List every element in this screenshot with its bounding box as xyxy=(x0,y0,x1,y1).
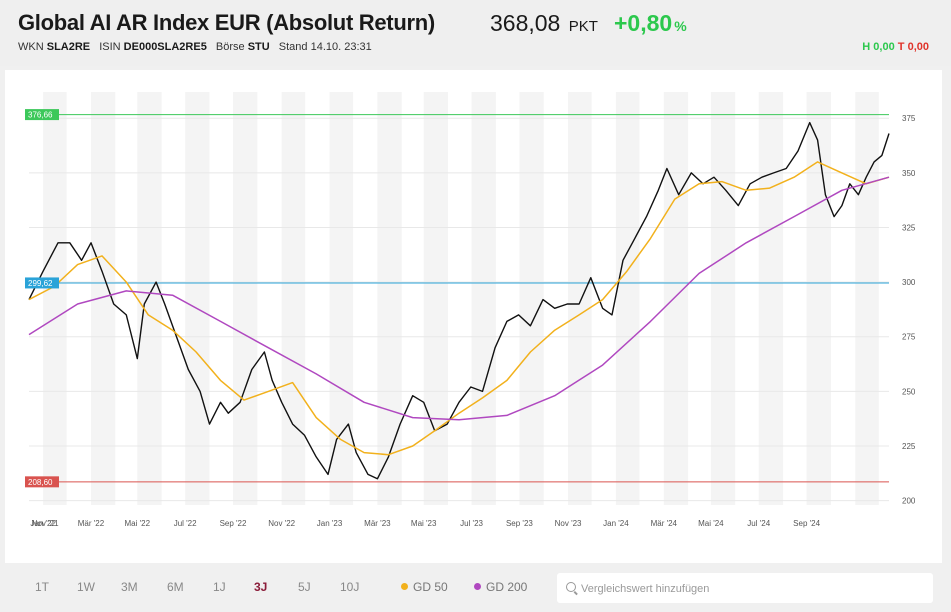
x-tick-label: Jul '24 xyxy=(747,519,770,528)
search-icon xyxy=(566,582,576,592)
grid-band xyxy=(233,92,258,505)
range-button-6m[interactable]: 6M xyxy=(167,580,184,594)
grid-band xyxy=(185,92,210,505)
grid-band xyxy=(855,92,879,505)
grid-band xyxy=(471,92,496,505)
page-title: Global AI AR Index EUR (Absolut Return) xyxy=(18,10,435,35)
y-tick-label: 300 xyxy=(902,278,916,287)
legend-label: GD 50 xyxy=(413,580,448,594)
high-value: 0,00 xyxy=(873,41,895,53)
grid-band xyxy=(710,92,736,505)
change-value: +0,80 xyxy=(614,10,673,36)
y-tick-label: 325 xyxy=(902,223,916,232)
range-button-1w[interactable]: 1W xyxy=(77,580,95,594)
x-tick-label: Mär '22 xyxy=(78,519,105,528)
x-tick-label: Sep '23 xyxy=(506,519,533,528)
wkn-label: WKN xyxy=(18,41,44,53)
price-chart[interactable]: 376,66 299,62 208,60 200 225 250 275 300 325 350 3… xyxy=(5,70,942,563)
price-value: 368,08 xyxy=(490,10,561,36)
chart-controls: 1T 1W 3M 6M 1J 3J 5J 10J GD 50 GD 200 xyxy=(5,566,942,610)
x-tick-label: Mai '22 xyxy=(125,519,151,528)
quote-header: Global AI AR Index EUR (Absolut Return) … xyxy=(0,0,951,66)
legend-dot-icon xyxy=(401,583,408,590)
x-tick-label: Nov '23 xyxy=(555,519,582,528)
compare-search[interactable] xyxy=(557,573,933,603)
range-button-3m[interactable]: 3M xyxy=(121,580,138,594)
grid-band xyxy=(329,92,354,505)
low-value: 0,00 xyxy=(907,41,929,53)
wkn-value: SLA2RE xyxy=(46,41,91,53)
y-tick-label: 350 xyxy=(902,169,916,178)
x-tick-label: Sep '24 xyxy=(793,519,820,528)
x-tick-label: Mär '23 xyxy=(364,519,391,528)
legend-item-gd-200[interactable]: GD 200 xyxy=(474,580,527,594)
chart-panel[interactable]: 376,66 299,62 208,60 200 225 250 275 300 325 350 3… xyxy=(5,70,942,563)
x-tick-label: Mai '24 xyxy=(698,519,724,528)
legend-item-gd-50[interactable]: GD 50 xyxy=(401,580,448,594)
low-label: T xyxy=(897,41,905,53)
range-button-10j[interactable]: 10J xyxy=(340,580,360,594)
legend-label: GD 200 xyxy=(486,580,528,594)
stand-label: Stand xyxy=(278,41,308,53)
isin-value: DE000SLA2RE5 xyxy=(123,41,207,53)
y-tick-label: 275 xyxy=(902,333,916,342)
grid-band xyxy=(377,92,402,505)
x-tick-label: Nov '21 xyxy=(32,519,59,528)
price-change: +0,80% xyxy=(614,10,687,37)
compare-search-input[interactable] xyxy=(579,578,923,600)
grid-band xyxy=(137,92,162,505)
level-badge-label: 208,60 xyxy=(28,478,53,487)
grid-band xyxy=(758,92,784,505)
level-badge xyxy=(25,476,59,488)
range-button-1t[interactable]: 1T xyxy=(35,580,50,594)
y-tick-label: 200 xyxy=(902,497,916,506)
grid-band xyxy=(806,92,831,505)
grid-band xyxy=(568,92,592,505)
price-unit: PKT xyxy=(568,18,598,35)
grid-band xyxy=(423,92,449,505)
level-badge-label: 299,62 xyxy=(28,279,53,288)
grid-band xyxy=(615,92,640,505)
isin-label: ISIN xyxy=(99,41,121,53)
x-tick-label: Sep '22 xyxy=(220,519,247,528)
gd200-line xyxy=(28,176,890,421)
range-button-3j[interactable]: 3J xyxy=(254,580,268,594)
y-tick-label: 250 xyxy=(902,387,916,396)
current-price: 368,08 PKT xyxy=(490,10,598,37)
x-tick-label: Mai '23 xyxy=(411,519,437,528)
range-button-5j[interactable]: 5J xyxy=(298,580,311,594)
grid-band xyxy=(43,92,67,505)
x-tick-label: Jan '22 xyxy=(30,519,56,528)
exchange-value: STU xyxy=(247,41,270,53)
grid-band xyxy=(519,92,544,505)
security-meta: WKN SLA2RE ISIN DE000SLA2RE5 Börse STU S… xyxy=(18,41,372,53)
level-badge-label: 376,66 xyxy=(28,111,53,120)
y-tick-label: 225 xyxy=(902,442,916,451)
x-tick-label: Jul '22 xyxy=(174,519,197,528)
x-tick-label: Jan '23 xyxy=(317,519,343,528)
range-button-1j[interactable]: 1J xyxy=(213,580,226,594)
exchange-label: Börse xyxy=(215,41,245,53)
x-tick-label: Jan '24 xyxy=(603,519,629,528)
high-low: H 0,00 T 0,00 xyxy=(862,41,929,53)
legend-dot-icon xyxy=(474,583,481,590)
change-unit: % xyxy=(674,18,687,34)
grid-band xyxy=(281,92,306,505)
price-line xyxy=(28,121,890,480)
x-tick-label: Mär '24 xyxy=(651,519,678,528)
x-tick-label: Jul '23 xyxy=(460,519,483,528)
stand-value: 14.10. 23:31 xyxy=(310,41,372,53)
grid-band xyxy=(663,92,689,505)
level-badge xyxy=(25,277,59,289)
y-tick-label: 375 xyxy=(902,114,916,123)
high-label: H xyxy=(862,41,871,53)
level-badge xyxy=(25,109,59,121)
x-tick-label: Nov '22 xyxy=(268,519,295,528)
gd50-line xyxy=(28,161,890,456)
